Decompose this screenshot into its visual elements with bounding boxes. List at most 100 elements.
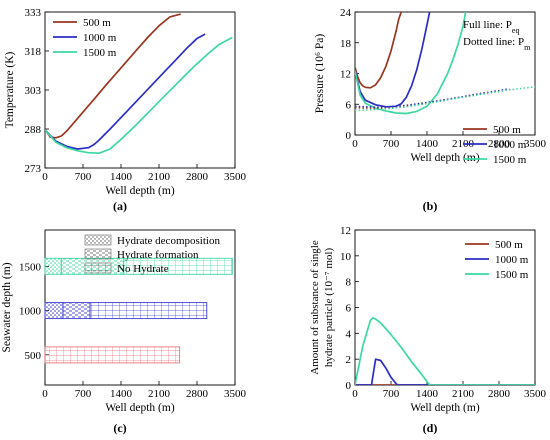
x-tick-label: 0 bbox=[352, 388, 358, 400]
x-tick-label: 700 bbox=[383, 388, 400, 400]
x-tick-label: 3500 bbox=[524, 388, 547, 400]
y-tick-label: 0 bbox=[346, 130, 352, 142]
bar-segment-grid bbox=[44, 346, 181, 364]
x-tick-label: 0 bbox=[42, 388, 48, 400]
series-line-1500m bbox=[355, 316, 535, 385]
x-tick-label: 0 bbox=[42, 171, 48, 183]
x-tick-label: 1400 bbox=[110, 388, 133, 400]
panel-label: (d) bbox=[423, 421, 438, 435]
x-tick-label: 700 bbox=[383, 138, 400, 150]
series-line-500m bbox=[45, 13, 181, 139]
x-axis-label: Well depth (m) bbox=[410, 152, 480, 164]
y-tick-label: 0 bbox=[346, 380, 352, 392]
y-tick-label: 318 bbox=[25, 46, 42, 58]
series-line-1000m-p_eq bbox=[355, 12, 431, 108]
x-tick-label: 3500 bbox=[524, 138, 547, 150]
x-tick-label: 2800 bbox=[186, 171, 209, 183]
x-tick-label: 0 bbox=[352, 138, 358, 150]
series-line-1000m bbox=[45, 33, 206, 150]
y-tick-label: 303 bbox=[25, 85, 42, 97]
legend-label: 500 m bbox=[495, 239, 523, 251]
legend-label: 1000 m bbox=[493, 139, 527, 151]
y-tick-label: 333 bbox=[25, 7, 42, 19]
y-tick-label: 24 bbox=[340, 7, 352, 19]
category-label: 500 bbox=[25, 350, 42, 362]
y-tick-label: 6 bbox=[346, 99, 352, 111]
panel-label: (b) bbox=[423, 199, 438, 213]
bar-segment-grid bbox=[123, 257, 233, 275]
annotation-full-line-text: Full line: P bbox=[463, 19, 512, 31]
legend-label: 1000 m bbox=[495, 254, 529, 266]
x-axis-label: Well depth (m) bbox=[105, 402, 175, 414]
y-tick-label: 12 bbox=[340, 225, 351, 237]
bar-segment-grid bbox=[89, 302, 208, 320]
series-line-500m-p_eq bbox=[355, 12, 403, 89]
y-tick-label: 288 bbox=[25, 124, 42, 136]
x-tick-label: 700 bbox=[75, 171, 92, 183]
y-tick-label: 6 bbox=[346, 303, 352, 315]
x-axis-label: Well depth (m) bbox=[105, 185, 175, 197]
y-axis-label: Temperature (K) bbox=[4, 51, 16, 128]
x-tick-label: 700 bbox=[75, 388, 92, 400]
y-tick-label: 8 bbox=[346, 277, 352, 289]
annotation-dotted-line-sub: m bbox=[524, 43, 531, 52]
legend-swatch-dashes bbox=[84, 248, 112, 260]
panel-c: 0 700 1400 2100 2800 3500 Well depth (m) Seawat… bbox=[1, 229, 247, 435]
annotation-full-line-sub: eq bbox=[512, 26, 520, 35]
annotation-full-line: Full line: Peq bbox=[463, 19, 519, 35]
legend-label: 1500 m bbox=[495, 269, 529, 281]
y-axis-label-line1: Amount of substance of single bbox=[309, 240, 321, 375]
x-axis-label: Well depth (m) bbox=[410, 402, 480, 414]
series-line-1500m bbox=[45, 36, 233, 155]
legend-label: 500 m bbox=[83, 17, 111, 29]
series-line-500m-p_m bbox=[355, 92, 484, 110]
x-tick-label: 2100 bbox=[452, 388, 475, 400]
x-tick-label: 3500 bbox=[224, 388, 247, 400]
category-label: 1000 bbox=[19, 306, 42, 318]
legend-label: 1000 m bbox=[83, 32, 117, 44]
annotation-dotted-line-text: Dotted line: P bbox=[463, 36, 524, 48]
x-tick-label: 2100 bbox=[148, 171, 171, 183]
y-tick-label: 18 bbox=[340, 38, 352, 50]
y-tick-label: 12 bbox=[340, 69, 351, 81]
x-tick-label: 2800 bbox=[186, 388, 209, 400]
bar-segment-dots bbox=[44, 302, 64, 320]
y-tick-label: 2 bbox=[346, 354, 352, 366]
y-axis-label: Pressure (10⁶ Pa) bbox=[314, 34, 326, 114]
series-line-1000m bbox=[355, 358, 535, 385]
x-tick-label: 1400 bbox=[416, 138, 439, 150]
x-tick-label: 3500 bbox=[224, 171, 247, 183]
panel-label: (c) bbox=[113, 421, 126, 435]
x-tick-label: 2800 bbox=[488, 388, 511, 400]
legend-label: No Hydrate bbox=[117, 263, 169, 275]
panel-a: 0 700 1400 2100 2800 3500 Well depth (m) 273 288… bbox=[4, 7, 247, 213]
bar-segment-dots bbox=[44, 257, 62, 275]
legend-label: 1500 m bbox=[83, 47, 117, 59]
legend-label: 500 m bbox=[493, 124, 521, 136]
legend-label: Hydrate formation bbox=[117, 249, 199, 261]
bar-segment-dashes bbox=[62, 302, 91, 320]
legend-swatch-dots bbox=[84, 234, 112, 246]
y-tick-label: 4 bbox=[346, 328, 352, 340]
panel-d: 0 700 1400 2100 2800 3500 Well depth (m) 0 2 4 6 8 1… bbox=[309, 225, 547, 435]
legend-label: Hydrate decomposition bbox=[117, 235, 220, 247]
x-tick-label: 1400 bbox=[110, 171, 133, 183]
legend-label: 1500 m bbox=[493, 154, 527, 166]
y-tick-label: 10 bbox=[340, 251, 352, 263]
x-tick-label: 1400 bbox=[416, 388, 439, 400]
series-line-1000m-p_m bbox=[355, 88, 510, 109]
category-label: 1500 bbox=[19, 261, 42, 273]
annotation-dotted-line: Dotted line: Pm bbox=[463, 36, 531, 52]
y-axis-label: Seawater depth (m) bbox=[1, 262, 13, 352]
series-line-1500m-p_m bbox=[355, 86, 535, 112]
panel-label: (a) bbox=[113, 199, 127, 213]
series-line-1500m-p_eq bbox=[355, 12, 467, 115]
plot-frame bbox=[44, 11, 236, 169]
x-tick-label: 2800 bbox=[488, 138, 511, 150]
legend-swatch-grid bbox=[84, 262, 112, 274]
y-axis-label-line2: hydrate particle (10⁻⁷ mol) bbox=[323, 248, 335, 368]
y-tick-label: 273 bbox=[25, 163, 42, 175]
x-tick-label: 2100 bbox=[148, 388, 171, 400]
